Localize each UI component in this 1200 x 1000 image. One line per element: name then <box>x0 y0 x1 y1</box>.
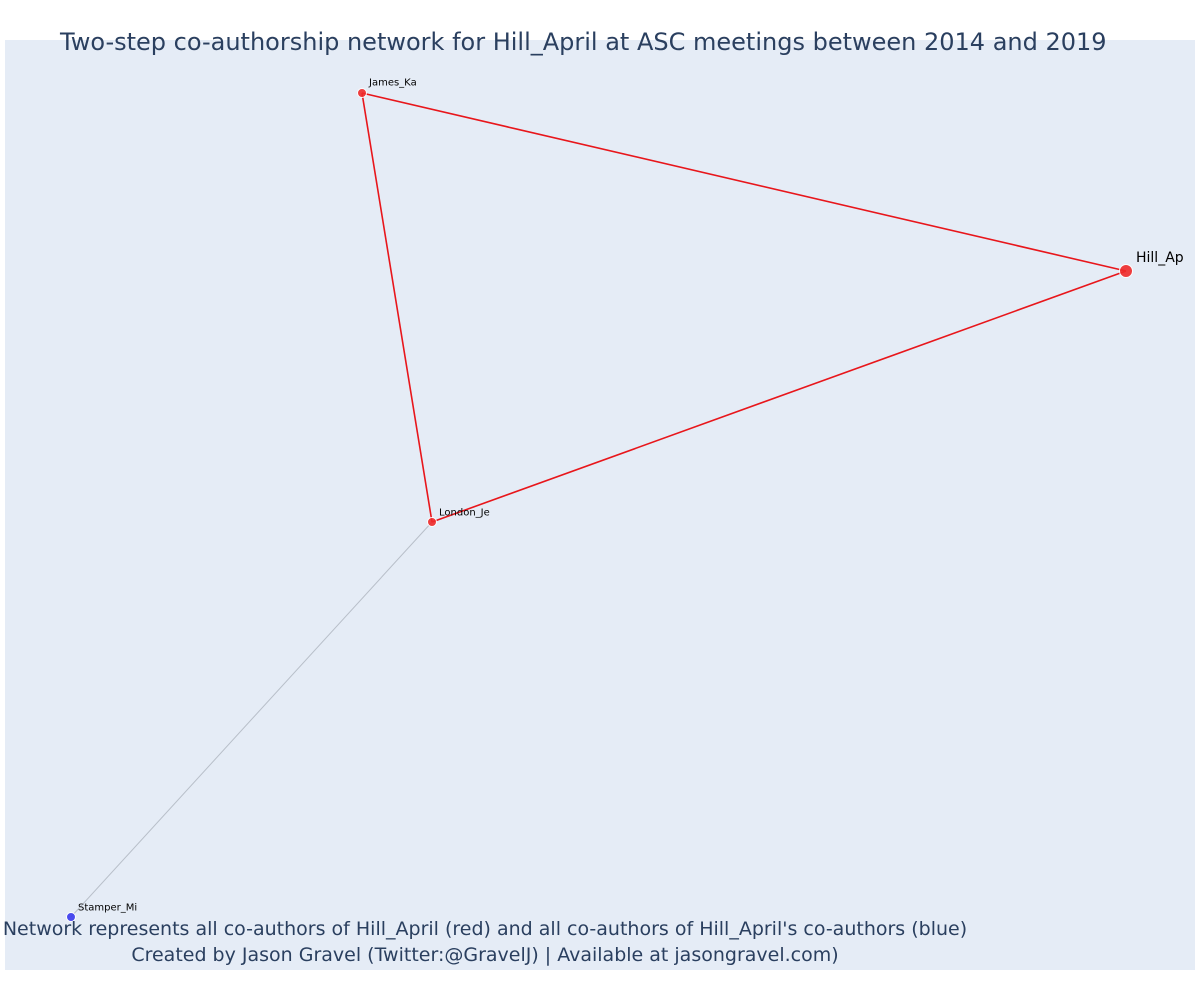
plot-area <box>5 40 1195 970</box>
chart-title: Two-step co-authorship network for Hill_… <box>60 28 1107 56</box>
edge-london-hill <box>431 270 1127 523</box>
node-label-london: London_Je <box>439 508 490 519</box>
node-hill[interactable] <box>1119 264 1133 278</box>
edge-james-hill <box>361 92 1127 272</box>
node-label-james: James_Ka <box>368 78 417 89</box>
caption-line-2: Created by Jason Gravel (Twitter:@Gravel… <box>131 944 839 966</box>
edge-london-stamper <box>70 521 433 918</box>
node-label-hill: Hill_Ap <box>1136 250 1184 266</box>
node-stamper[interactable] <box>66 912 76 922</box>
node-label-stamper: Stamper_Mi <box>78 903 137 914</box>
node-london[interactable] <box>427 517 437 527</box>
caption-line-1: Network represents all co-authors of Hil… <box>2 918 968 940</box>
node-james[interactable] <box>357 88 367 98</box>
edge-james-london <box>361 92 433 523</box>
